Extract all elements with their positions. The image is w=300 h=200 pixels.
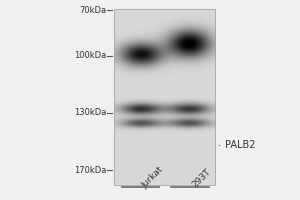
Text: 100kDa: 100kDa: [74, 51, 106, 60]
Text: 70kDa: 70kDa: [79, 6, 106, 15]
Text: PALB2: PALB2: [219, 140, 256, 150]
Text: 170kDa: 170kDa: [74, 166, 106, 175]
Text: Jurkat: Jurkat: [140, 165, 166, 190]
Text: 130kDa: 130kDa: [74, 108, 106, 117]
Text: 293T: 293T: [190, 167, 212, 190]
